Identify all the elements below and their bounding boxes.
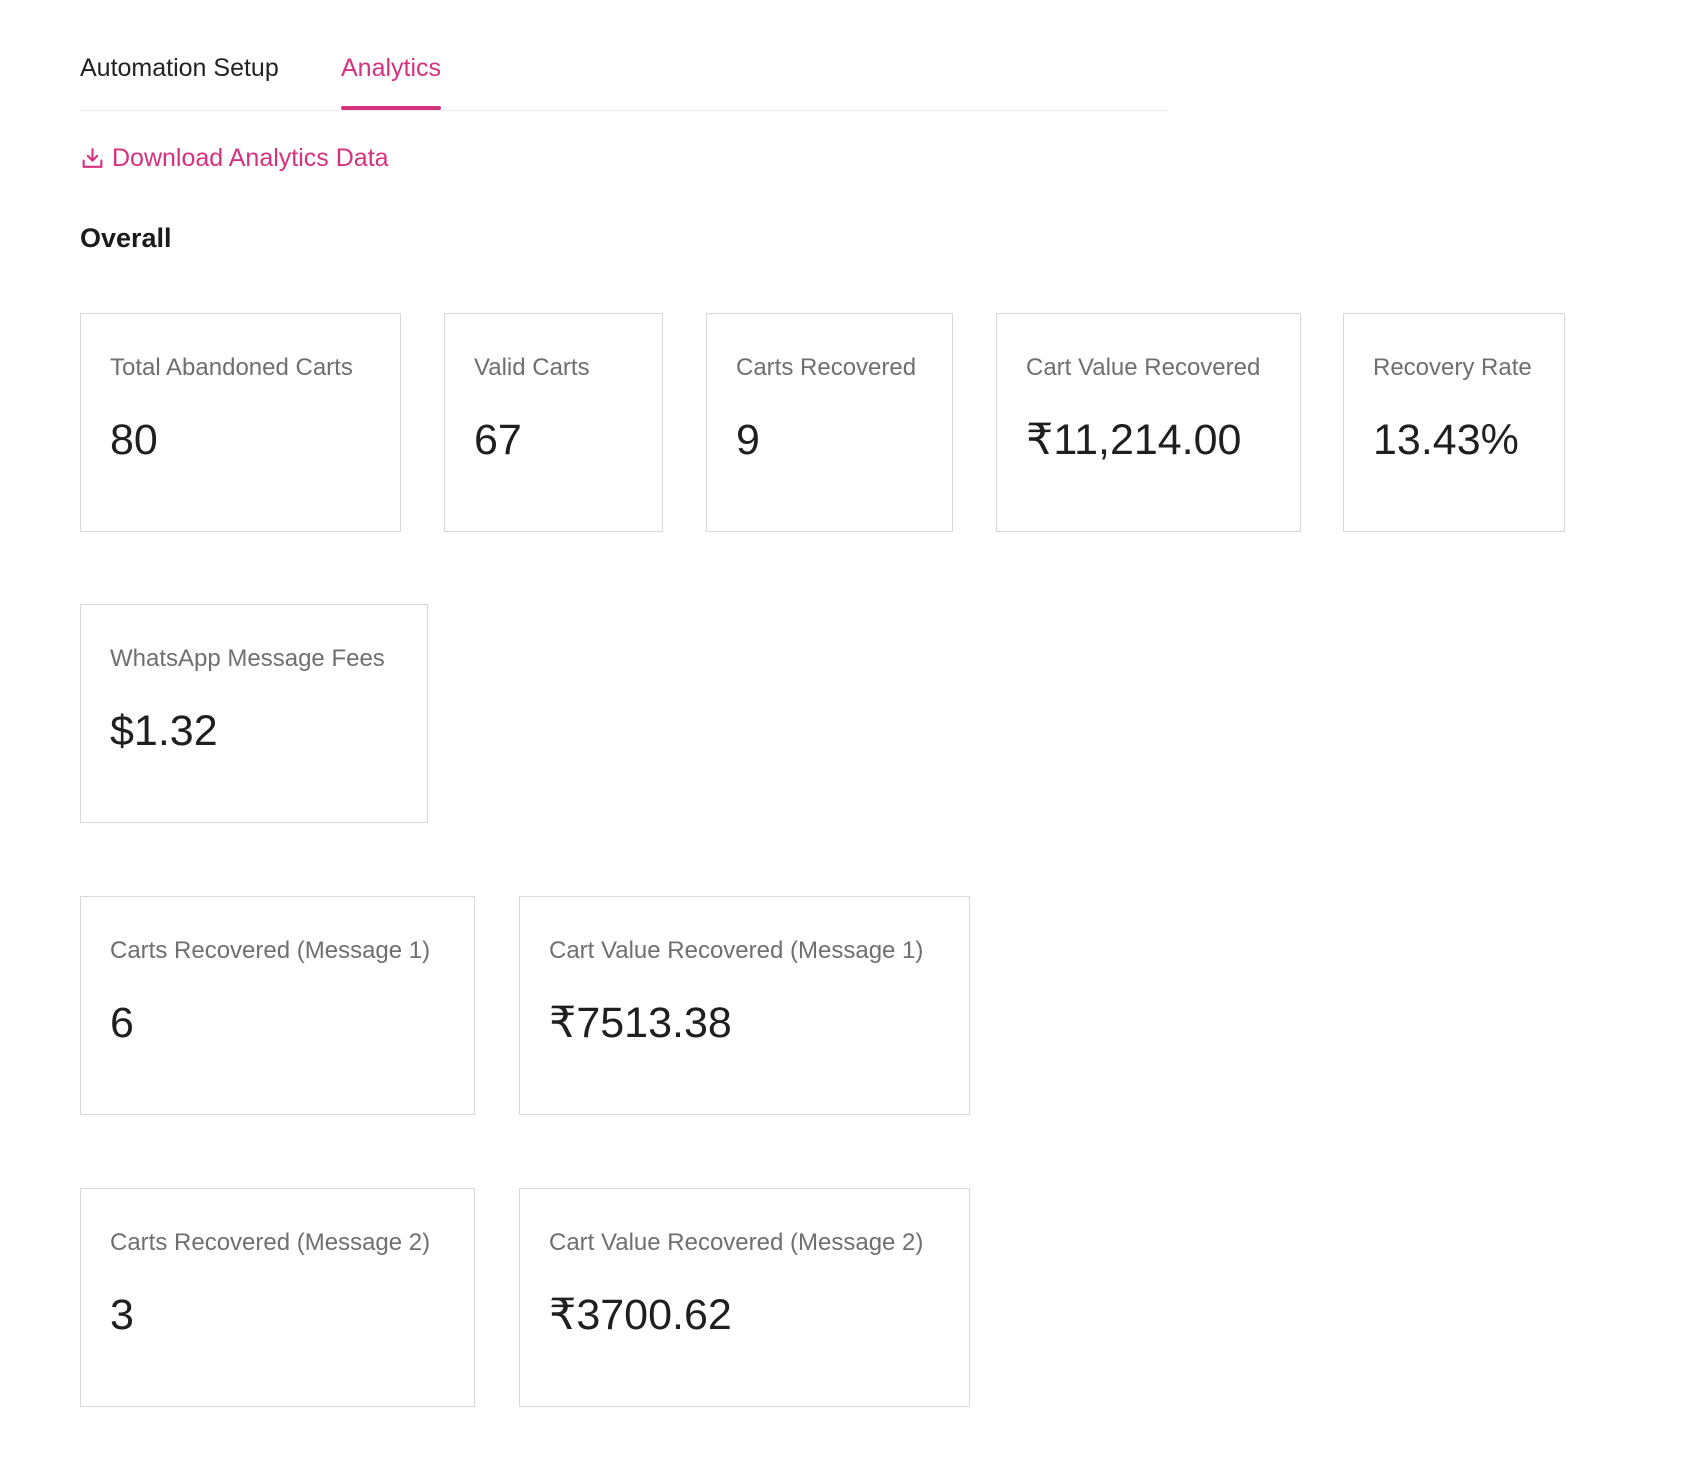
card-value: 67	[474, 416, 522, 464]
card-recovery-rate: Recovery Rate 13.43%	[1343, 313, 1565, 532]
section-title-overall: Overall	[80, 223, 172, 253]
card-cart-value-recovered-message-1: Cart Value Recovered (Message 1) ₹7513.3…	[519, 896, 970, 1115]
tab-bar: Automation Setup Analytics	[80, 0, 1168, 111]
card-label: Cart Value Recovered (Message 2)	[549, 1229, 924, 1256]
card-value: ₹11,214.00	[1026, 416, 1242, 464]
tab-analytics-label: Analytics	[341, 54, 442, 82]
card-label: Carts Recovered (Message 1)	[110, 937, 431, 964]
card-label: Cart Value Recovered	[1026, 354, 1261, 381]
card-value: 6	[110, 999, 134, 1047]
tab-automation-setup[interactable]: Automation Setup	[80, 54, 279, 82]
card-total-abandoned-carts: Total Abandoned Carts 80	[80, 313, 401, 532]
card-label: WhatsApp Message Fees	[110, 645, 385, 672]
card-value: ₹7513.38	[549, 999, 732, 1047]
card-value: 80	[110, 416, 158, 464]
card-cart-value-recovered: Cart Value Recovered ₹11,214.00	[996, 313, 1301, 532]
download-icon	[80, 146, 105, 171]
card-carts-recovered-message-1: Carts Recovered (Message 1) 6	[80, 896, 475, 1115]
card-value: ₹3700.62	[549, 1291, 732, 1339]
card-carts-recovered: Carts Recovered 9	[706, 313, 953, 532]
card-label: Carts Recovered	[736, 354, 917, 381]
card-label: Cart Value Recovered (Message 1)	[549, 937, 924, 964]
download-label: Download Analytics Data	[112, 144, 389, 172]
card-value: 13.43%	[1373, 416, 1519, 464]
card-valid-carts: Valid Carts 67	[444, 313, 663, 532]
card-label: Total Abandoned Carts	[110, 354, 353, 381]
card-label: Carts Recovered (Message 2)	[110, 1229, 431, 1256]
card-whatsapp-message-fees: WhatsApp Message Fees $1.32	[80, 604, 428, 823]
active-tab-indicator	[341, 106, 442, 110]
card-value: $1.32	[110, 707, 218, 755]
download-analytics-link[interactable]: Download Analytics Data	[80, 140, 389, 176]
card-label: Valid Carts	[474, 354, 590, 381]
card-cart-value-recovered-message-2: Cart Value Recovered (Message 2) ₹3700.6…	[519, 1188, 970, 1407]
card-label: Recovery Rate	[1373, 354, 1532, 381]
card-value: 3	[110, 1291, 134, 1339]
tab-analytics[interactable]: Analytics	[341, 50, 442, 110]
card-value: 9	[736, 416, 760, 464]
card-carts-recovered-message-2: Carts Recovered (Message 2) 3	[80, 1188, 475, 1407]
